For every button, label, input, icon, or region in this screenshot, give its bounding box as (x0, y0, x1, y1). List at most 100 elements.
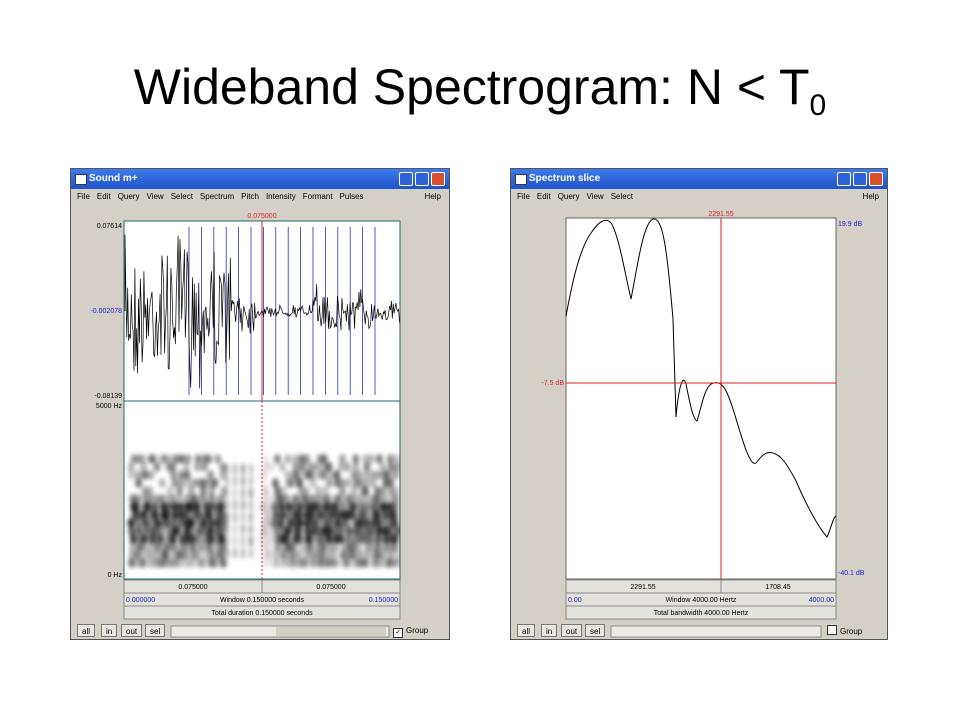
spectrogram-cell (382, 518, 390, 528)
menu-item[interactable]: Select (610, 192, 633, 201)
close[interactable] (869, 172, 883, 186)
spectrogram-cell (308, 510, 316, 520)
spectrogram-cell (286, 518, 294, 528)
scrollbar[interactable] (610, 625, 822, 638)
spectrogram-cell (176, 494, 184, 504)
spectrogram-cell (240, 487, 246, 499)
spectrogram-cell (165, 526, 173, 536)
spectrogram-cell (343, 518, 351, 528)
spectrogram-cell (375, 518, 383, 528)
spectrogram-cell (394, 550, 400, 560)
title-text: Wideband Spectrogram: N < T (133, 59, 810, 115)
menu-item[interactable]: Query (117, 192, 140, 201)
menu-item[interactable]: Pitch (241, 192, 259, 201)
group-checkbox[interactable]: Group (827, 625, 862, 638)
spectrogram-cell (205, 454, 213, 464)
spectrogram-cell (357, 494, 365, 504)
spectrogram-cell (240, 535, 246, 547)
spectrogram-cell (362, 502, 370, 512)
spectrogram-cell (166, 486, 174, 496)
button[interactable]: out (561, 624, 583, 637)
spectrogram-cell (303, 550, 311, 560)
spectrogram-cell (350, 502, 358, 512)
spectrogram-cell (338, 454, 346, 464)
spectrogram-cell (171, 502, 179, 512)
spectrogram-cell (364, 542, 372, 552)
spectrogram-cell (208, 486, 216, 496)
spectrogram-cell (274, 542, 282, 552)
spectrogram-cell (153, 518, 161, 528)
menu-item[interactable]: Pulses (339, 192, 364, 201)
spectrogram-cell (127, 558, 135, 568)
menu-item[interactable]: File (517, 192, 530, 201)
spectrogram-cell (292, 462, 300, 472)
spectrogram-cell (326, 542, 334, 552)
spectrogram-cell (130, 454, 138, 464)
menu-item[interactable]: Formant (302, 192, 333, 201)
maximize[interactable] (415, 172, 429, 186)
menu-item[interactable]: Edit (96, 192, 111, 201)
menu-item[interactable]: View (586, 192, 604, 201)
window-end: 4000.00 (809, 597, 834, 604)
button[interactable]: in (101, 624, 118, 637)
spectrogram-cell (128, 526, 136, 536)
spectrogram-cell (207, 550, 215, 560)
spectrogram-cell (338, 502, 346, 512)
spectrogram-cell (248, 511, 254, 523)
spectrogram-cell (153, 462, 161, 472)
menu-item[interactable]: View (146, 192, 164, 201)
menu-item[interactable]: Select (170, 192, 193, 201)
menu-item[interactable]: Help (862, 192, 879, 201)
menu-item[interactable]: Edit (536, 192, 551, 201)
spectrogram-cell (291, 494, 299, 504)
close[interactable] (431, 172, 445, 186)
spectrogram-cell (164, 518, 172, 528)
spectrogram-cell (332, 526, 340, 536)
spectrogram-cell (355, 470, 363, 480)
spectrogram-cell (315, 542, 323, 552)
maximize[interactable] (853, 172, 867, 186)
button[interactable]: sel (145, 624, 166, 637)
spectrogram-cell (310, 526, 318, 536)
spectrogram-cell (381, 558, 389, 568)
total-bar[interactable] (123, 605, 401, 620)
segment-label: 0.075000 (316, 584, 345, 591)
menu-item[interactable]: Query (557, 192, 580, 201)
minimize[interactable] (399, 172, 413, 186)
spectrogram-cell (259, 478, 267, 488)
spectrogram-cell (349, 550, 357, 560)
spectrogram-cell (331, 558, 339, 568)
total-bar[interactable] (565, 605, 837, 620)
spectrogram-cell (213, 494, 221, 504)
spectrogram-cell (274, 486, 282, 496)
spectrogram-cell (248, 499, 254, 511)
menu-item[interactable]: Help (424, 192, 441, 201)
spectrogram-cell (302, 494, 310, 504)
menu-item[interactable]: Spectrum (199, 192, 235, 201)
spectrogram-cell (334, 494, 342, 504)
spectrogram-cell (337, 462, 345, 472)
spectrogram-cell (157, 534, 165, 544)
spectrogram-cell (200, 478, 208, 488)
menu-item[interactable]: File (77, 192, 90, 201)
spectrogram-cell (355, 542, 363, 552)
button[interactable]: all (517, 624, 536, 637)
spectrogram-cell (386, 502, 394, 512)
minimize[interactable] (837, 172, 851, 186)
spectrogram-cell (134, 494, 142, 504)
button[interactable]: in (541, 624, 558, 637)
spectrogram-cell (217, 502, 225, 512)
spectrogram-cell (381, 510, 389, 520)
menu-item[interactable]: Intensity (265, 192, 296, 201)
spectrogram-cell (232, 463, 238, 475)
button[interactable]: out (121, 624, 143, 637)
spectrogram-cell (170, 518, 178, 528)
button[interactable]: sel (585, 624, 606, 637)
button[interactable]: all (77, 624, 96, 637)
spectrogram-cell (374, 502, 382, 512)
spectrogram-cell (157, 494, 165, 504)
scroll-thumb[interactable] (276, 627, 386, 636)
group-checkbox[interactable]: ✓ Group (393, 625, 428, 638)
spectrogram-cell (175, 558, 183, 568)
spectrogram-cell (303, 518, 311, 528)
